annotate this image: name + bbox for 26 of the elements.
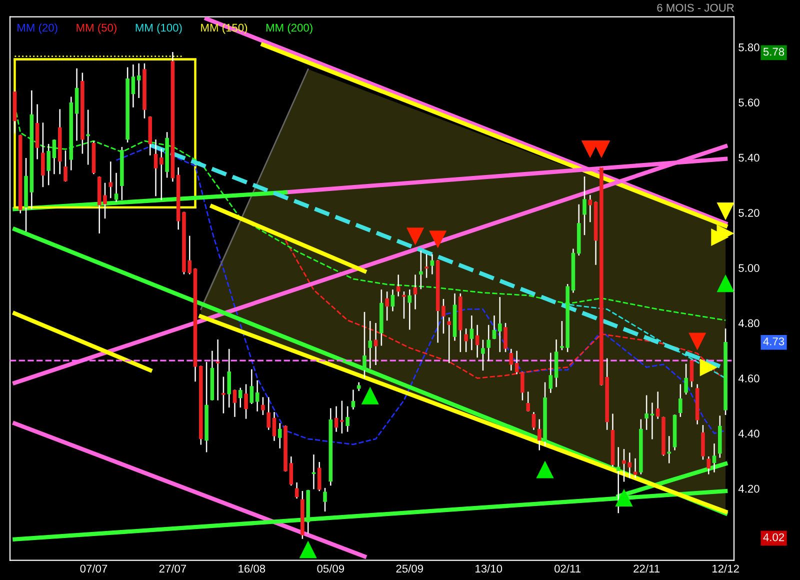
y-tick-label: 4.80 [738, 319, 760, 328]
x-tick-label: 05/09 [317, 564, 344, 573]
x-tick-label: 07/07 [80, 564, 108, 573]
x-tick-label: 27/07 [159, 564, 186, 573]
text: MM (200) [266, 23, 312, 34]
x-tick-label: 22/11 [634, 564, 660, 573]
x-tick-label: 13/10 [476, 564, 502, 573]
x-tick-label: 16/08 [238, 564, 266, 573]
text: MM (50) [76, 23, 116, 34]
text: MM (100) [136, 23, 182, 34]
y-tick-label: 4.20 [738, 484, 760, 493]
x-tick-label: 02/11 [554, 564, 581, 573]
y-tick-label: 5.20 [738, 208, 760, 217]
y-tick-label: 5.00 [738, 264, 760, 272]
text: 4.73 [763, 337, 784, 346]
text: MM (20) [18, 23, 58, 34]
y-tick-label: 4.40 [738, 430, 760, 438]
text: 5.78 [763, 48, 784, 56]
y-tick-label: 4.60 [738, 374, 760, 382]
x-tick-label: 12/12 [712, 564, 739, 573]
y-tick-label: 5.60 [738, 98, 760, 106]
text: 6 MOIS - JOUR [657, 4, 734, 12]
x-tick-label: 25/09 [396, 564, 424, 573]
text: 4.02 [763, 533, 784, 542]
y-tick-label: 5.80 [738, 43, 760, 52]
y-tick-label: 5.40 [738, 154, 760, 162]
